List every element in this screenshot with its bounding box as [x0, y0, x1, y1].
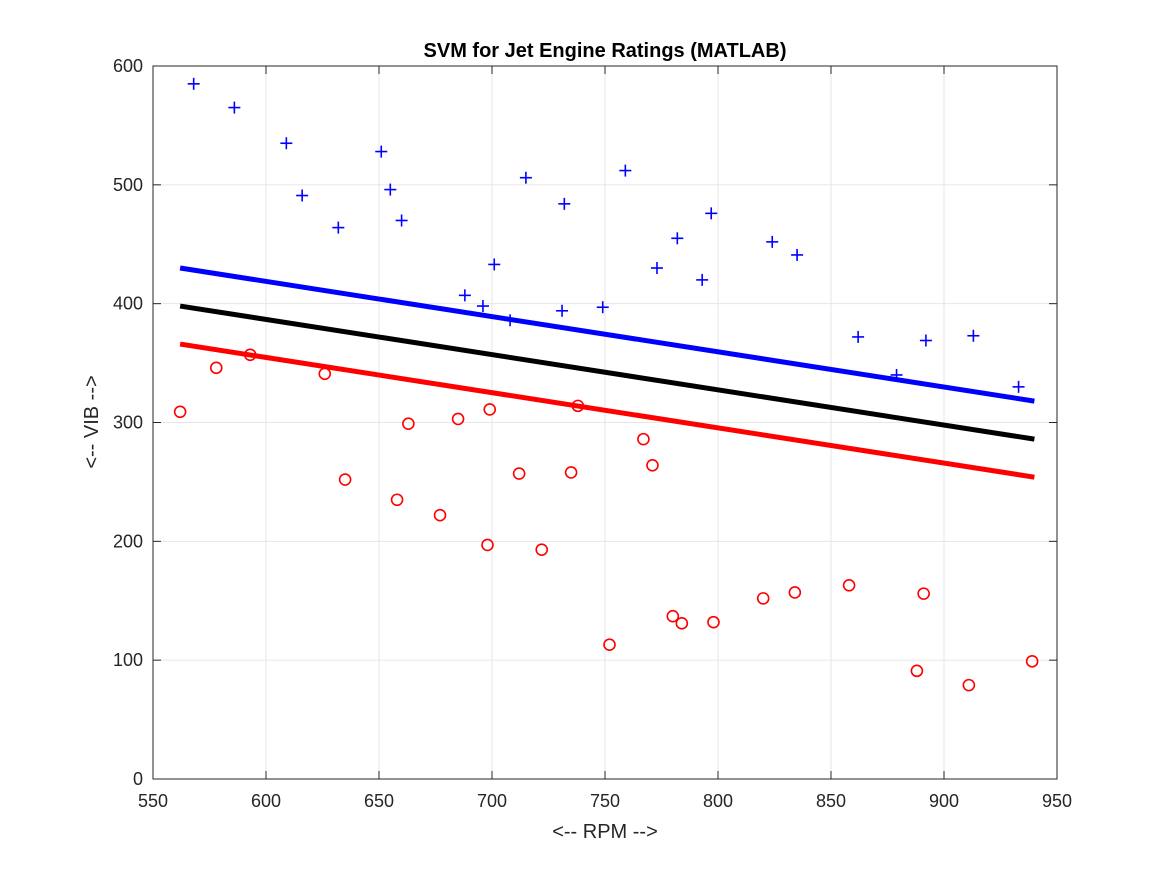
circle-marker: [1025, 655, 1039, 668]
circle-marker: [666, 609, 680, 623]
decision-boundary-line: [179, 303, 1035, 442]
x-tick-label: 850: [816, 791, 846, 811]
plus-marker: [967, 329, 980, 342]
circle-marker: [481, 538, 494, 552]
margin-upper-line: [179, 265, 1035, 404]
x-tick-label: 750: [590, 791, 620, 811]
plus-marker: [1012, 380, 1025, 393]
circle-marker: [564, 466, 578, 479]
data-points: [173, 77, 1039, 692]
plus-marker: [558, 197, 571, 210]
x-tick-label: 950: [1042, 791, 1072, 811]
x-tick-label: 800: [703, 791, 733, 811]
circle-marker: [962, 678, 976, 692]
circle-marker: [402, 417, 415, 430]
circle-marker: [637, 432, 650, 446]
y-tick-label: 500: [113, 175, 143, 195]
tick-labels: 550 600 650 700 750 800 850 900 950 0 100 200 300 400…: [113, 56, 1072, 811]
x-tick-label: 650: [364, 791, 394, 811]
plus-marker: [619, 164, 632, 177]
circle-marker: [842, 579, 856, 592]
plus-marker: [332, 221, 345, 234]
y-tick-label: 600: [113, 56, 143, 76]
circle-marker: [451, 412, 465, 426]
y-tick-label: 200: [113, 531, 143, 551]
plus-marker: [458, 289, 471, 302]
plus-marker: [890, 368, 903, 381]
circle-marker: [390, 493, 404, 507]
plus-marker: [296, 189, 309, 202]
plus-marker: [650, 262, 663, 275]
circle-marker: [603, 638, 616, 652]
plus-marker: [488, 258, 501, 271]
plus-marker: [696, 273, 709, 286]
circle-marker: [917, 587, 930, 600]
circle-marker: [788, 586, 802, 599]
plus-marker: [671, 232, 684, 245]
circle-marker: [338, 473, 352, 486]
plus-marker: [596, 301, 609, 314]
circle-marker: [209, 361, 223, 375]
plus-marker: [705, 207, 718, 220]
plus-marker: [395, 214, 408, 227]
circle-marker: [173, 405, 187, 419]
circle-marker: [243, 348, 257, 362]
plus-marker: [384, 183, 397, 196]
x-tick-label: 600: [251, 791, 281, 811]
plus-marker: [187, 77, 200, 90]
circle-marker: [318, 367, 332, 381]
circle-marker: [512, 467, 526, 480]
plus-marker: [375, 145, 388, 158]
y-tick-label: 100: [113, 650, 143, 670]
plus-marker: [852, 330, 865, 343]
circle-marker: [756, 592, 770, 605]
circle-marker: [646, 458, 659, 472]
y-tick-label: 0: [133, 769, 143, 789]
plus-marker: [280, 137, 293, 150]
svm-lines: [179, 265, 1035, 480]
y-tick-label: 300: [113, 413, 143, 433]
circle-marker: [433, 508, 447, 522]
plus-marker: [919, 334, 932, 347]
chart-title: SVM for Jet Engine Ratings (MATLAB): [424, 40, 787, 62]
y-axis-label: <-- VIB -->: [81, 375, 103, 468]
axis-ticks: [152, 65, 1058, 780]
x-tick-label: 550: [138, 791, 168, 811]
plus-marker: [476, 300, 489, 313]
x-tick-label: 900: [929, 791, 959, 811]
circle-marker: [910, 664, 924, 678]
margin-lower-line: [179, 341, 1035, 480]
circle-marker: [483, 403, 497, 416]
circle-marker: [571, 399, 585, 413]
plus-marker: [556, 304, 569, 317]
circle-marker: [675, 617, 689, 630]
y-tick-label: 400: [113, 294, 143, 314]
plus-marker: [504, 314, 517, 327]
x-axis-label: <-- RPM -->: [552, 821, 658, 843]
x-tick-label: 700: [477, 791, 507, 811]
plus-marker: [228, 101, 241, 114]
circle-marker: [535, 543, 549, 556]
plus-marker: [791, 248, 804, 261]
circle-marker: [707, 615, 720, 629]
plus-marker: [766, 235, 779, 248]
plus-marker: [519, 171, 532, 184]
